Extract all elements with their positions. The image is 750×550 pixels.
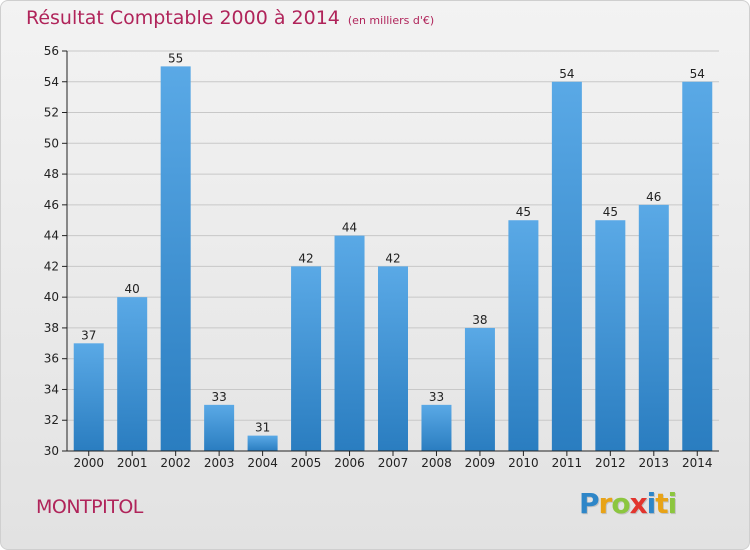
bar bbox=[160, 66, 191, 451]
data-label: 45 bbox=[603, 205, 618, 219]
x-tick-label: 2014 bbox=[682, 456, 713, 470]
y-tick-label: 52 bbox=[44, 106, 59, 120]
x-tick-label: 2005 bbox=[291, 456, 322, 470]
logo-letter: t bbox=[655, 487, 668, 520]
data-label: 45 bbox=[516, 205, 531, 219]
y-tick-label: 42 bbox=[44, 259, 59, 273]
y-tick-label: 56 bbox=[44, 44, 59, 58]
data-label: 55 bbox=[168, 51, 183, 65]
bar bbox=[117, 297, 148, 451]
y-tick-label: 36 bbox=[44, 352, 59, 366]
bar bbox=[247, 435, 278, 451]
x-tick-label: 2003 bbox=[204, 456, 235, 470]
logo-letter: o bbox=[611, 487, 630, 520]
y-tick-label: 44 bbox=[44, 229, 59, 243]
data-label: 42 bbox=[385, 251, 400, 265]
y-tick-label: 54 bbox=[44, 75, 59, 89]
data-label: 54 bbox=[690, 67, 705, 81]
logo-letter: r bbox=[598, 487, 613, 520]
y-tick-label: 46 bbox=[44, 198, 59, 212]
logo-letter: P bbox=[579, 487, 600, 520]
data-label: 31 bbox=[255, 421, 270, 435]
y-tick-label: 32 bbox=[44, 413, 59, 427]
bar bbox=[421, 404, 452, 451]
data-label: 54 bbox=[559, 67, 574, 81]
bar bbox=[508, 220, 539, 451]
y-tick-label: 50 bbox=[44, 136, 59, 150]
data-label: 42 bbox=[298, 251, 313, 265]
x-tick-label: 2009 bbox=[465, 456, 496, 470]
bar bbox=[464, 327, 495, 451]
data-label: 44 bbox=[342, 221, 357, 235]
y-tick-label: 40 bbox=[44, 290, 59, 304]
chart-title: Résultat Comptable 2000 à 2014 (en millie… bbox=[26, 7, 434, 29]
x-tick-label: 2013 bbox=[639, 456, 670, 470]
data-label: 46 bbox=[646, 190, 661, 204]
x-tick-label: 2011 bbox=[552, 456, 583, 470]
x-tick-label: 2012 bbox=[595, 456, 626, 470]
x-tick-label: 2010 bbox=[508, 456, 539, 470]
y-tick-label: 48 bbox=[44, 167, 59, 181]
y-tick-label: 30 bbox=[44, 444, 59, 458]
bar bbox=[334, 235, 365, 451]
x-tick-label: 2008 bbox=[421, 456, 452, 470]
x-tick-label: 2002 bbox=[160, 456, 191, 470]
bar bbox=[73, 343, 104, 451]
bar bbox=[378, 266, 408, 451]
bar bbox=[551, 81, 582, 452]
commune-name: MONTPITOL bbox=[36, 496, 143, 518]
bar bbox=[595, 220, 626, 451]
data-label: 33 bbox=[429, 390, 444, 404]
data-label: 33 bbox=[211, 390, 226, 404]
chart-title-text: Résultat Comptable 2000 à 2014 bbox=[26, 7, 340, 29]
data-label: 38 bbox=[472, 313, 487, 327]
bar bbox=[204, 404, 235, 451]
x-tick-label: 2004 bbox=[247, 456, 278, 470]
x-tick-label: 2007 bbox=[378, 456, 409, 470]
bar bbox=[291, 266, 322, 451]
x-tick-label: 2000 bbox=[73, 456, 104, 470]
logo-letter: x bbox=[629, 487, 648, 520]
x-tick-label: 2001 bbox=[117, 456, 148, 470]
y-tick-label: 38 bbox=[44, 321, 59, 335]
data-label: 37 bbox=[81, 328, 96, 342]
bar bbox=[682, 81, 713, 452]
chart-subtitle: (en milliers d'€) bbox=[347, 14, 435, 27]
proxiti-logo: Proxiti bbox=[579, 487, 678, 520]
logo-letter: i bbox=[667, 487, 678, 520]
y-tick-label: 34 bbox=[44, 382, 59, 396]
data-label: 40 bbox=[125, 282, 140, 296]
x-tick-label: 2006 bbox=[334, 456, 365, 470]
bar bbox=[638, 204, 669, 451]
logo-letter: i bbox=[646, 487, 657, 520]
